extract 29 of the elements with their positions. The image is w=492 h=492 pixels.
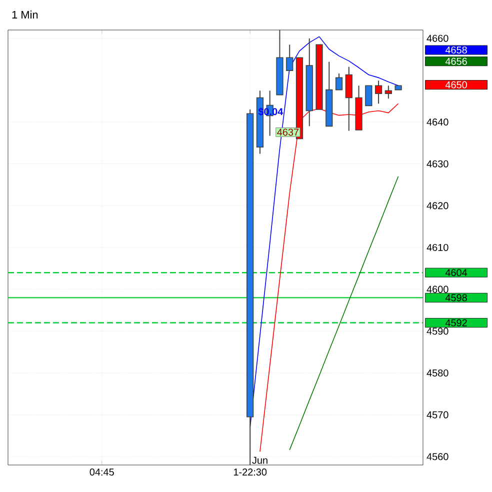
annotation: $0.04 <box>258 108 284 116</box>
y-tick-label: 4620 <box>426 202 448 210</box>
y-tick-label: 4660 <box>426 34 448 42</box>
text: 4658 <box>445 46 467 54</box>
ref-line-label: 4598 <box>445 294 467 302</box>
text: 4656 <box>445 58 467 65</box>
x-tick-label: 1-22:30 <box>234 468 267 476</box>
text: 4650 <box>445 81 467 88</box>
y-tick-label: 4590 <box>426 328 448 335</box>
line-series <box>289 176 399 450</box>
annotation: Jun <box>252 456 268 464</box>
y-tick-label: 4640 <box>426 118 448 126</box>
ref-line-label: 4592 <box>445 319 467 326</box>
line-series <box>250 36 399 428</box>
y-tick-label: 4600 <box>426 286 448 293</box>
y-tick-label: 4580 <box>426 369 448 377</box>
candlestick <box>374 80 382 104</box>
candlestick <box>365 85 372 106</box>
y-tick-label: 4630 <box>426 160 448 168</box>
annotation: 4637 <box>277 128 299 136</box>
candlestick <box>384 85 392 100</box>
y-tick-label: 4610 <box>426 244 448 252</box>
y-tick-label: 4560 <box>426 453 448 460</box>
candlestick <box>286 44 294 72</box>
y-tick-label: 4570 <box>426 411 448 418</box>
x-tick-label: 04:45 <box>90 468 114 476</box>
ref-line-label: 4604 <box>445 269 468 276</box>
chart-title: 1 Min <box>12 10 38 18</box>
candlestick <box>335 72 343 90</box>
